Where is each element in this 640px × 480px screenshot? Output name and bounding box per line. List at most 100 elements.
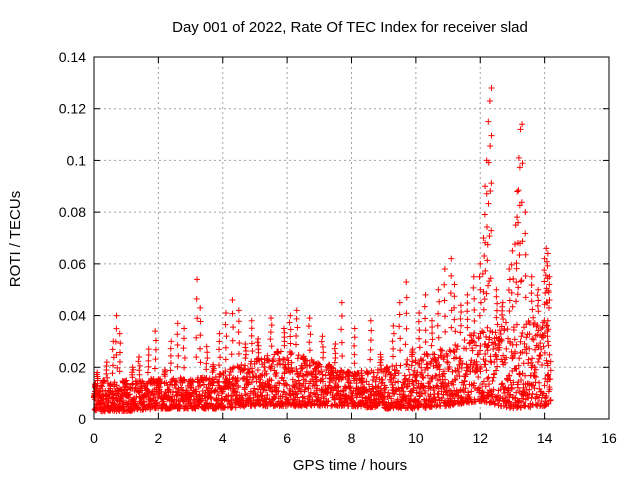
band-point <box>248 358 255 365</box>
band-point <box>485 381 492 388</box>
band-point <box>400 388 407 395</box>
data-point-trail <box>485 200 492 207</box>
band-point <box>219 390 226 397</box>
data-point-trail <box>193 295 200 302</box>
band-point <box>477 343 484 350</box>
data-point <box>168 338 175 345</box>
data-point <box>280 325 287 332</box>
data-point <box>287 312 294 319</box>
x-tick-label: 6 <box>283 430 291 446</box>
band-point <box>267 383 274 390</box>
band-point <box>258 372 265 379</box>
band-point <box>415 397 422 404</box>
data-point-trail <box>193 354 200 361</box>
data-point <box>293 307 300 314</box>
data-point-trail <box>197 359 204 366</box>
data-point-trail <box>319 344 326 351</box>
data-point-trail <box>338 326 345 333</box>
band-point <box>228 400 235 407</box>
data-point-trail <box>488 132 495 139</box>
band-point <box>460 381 467 388</box>
band-point <box>226 372 233 379</box>
data-point-trail <box>306 347 313 354</box>
data-point-trail <box>436 298 443 305</box>
data-point-trail <box>415 318 422 325</box>
data-points <box>90 85 554 415</box>
band-point <box>240 375 247 382</box>
data-point <box>509 247 516 254</box>
data-point-trail <box>481 211 488 218</box>
data-point-trail <box>109 370 116 377</box>
data-point-trail <box>416 327 423 334</box>
data-point-trail <box>435 334 442 341</box>
band-point <box>272 373 279 380</box>
band-point <box>408 362 415 369</box>
data-point-trail <box>229 337 236 344</box>
band-point <box>511 336 518 343</box>
data-point-trail <box>312 367 319 374</box>
data-point-trail <box>476 312 483 319</box>
band-point <box>397 404 404 411</box>
band-point <box>429 398 436 405</box>
data-point-trail <box>506 297 513 304</box>
data-point-trail <box>403 294 410 301</box>
band-point <box>545 371 552 378</box>
data-point-trail <box>228 351 235 358</box>
data-point <box>435 286 442 293</box>
data-point-trail <box>416 344 423 351</box>
band-point <box>306 362 313 369</box>
band-point <box>530 382 537 389</box>
band-point <box>477 363 484 370</box>
data-point-trail <box>229 310 236 317</box>
band-point <box>530 336 537 343</box>
band-point <box>452 342 459 349</box>
data-point-trail <box>113 325 120 332</box>
band-point <box>419 373 426 380</box>
data-point-trail <box>442 328 449 335</box>
band-point <box>430 387 437 394</box>
band-point <box>244 392 251 399</box>
data-point-trail <box>519 160 526 167</box>
band-point <box>285 357 292 364</box>
data-point-trail <box>476 273 483 280</box>
band-point <box>231 385 238 392</box>
band-point <box>484 347 491 354</box>
chart-title: Day 001 of 2022, Rate Of TEC Index for r… <box>172 19 528 36</box>
data-point-trail <box>96 385 103 392</box>
band-point <box>513 389 520 396</box>
data-point-trail <box>545 304 552 311</box>
band-point <box>496 397 503 404</box>
data-point-trail <box>389 338 396 345</box>
data-point <box>499 299 506 306</box>
band-point <box>416 361 423 368</box>
band-point <box>475 351 482 358</box>
data-point-trail <box>236 339 243 346</box>
band-point <box>539 324 546 331</box>
data-point-trail <box>235 329 242 336</box>
band-point <box>426 378 433 385</box>
band-point <box>420 357 427 364</box>
band-point <box>311 390 318 397</box>
data-point-trail <box>222 356 229 363</box>
band-point <box>209 382 216 389</box>
band-point <box>483 367 490 374</box>
data-point-trail <box>248 340 255 347</box>
band-point <box>536 379 543 386</box>
band-point <box>439 373 446 380</box>
band-point <box>479 388 486 395</box>
band-point <box>505 335 512 342</box>
band-point <box>505 387 512 394</box>
band-point <box>374 369 381 376</box>
band-point <box>364 371 371 378</box>
band-point <box>407 392 414 399</box>
data-point-trail <box>194 315 201 322</box>
band-point <box>221 404 228 411</box>
band-point <box>325 398 332 405</box>
band-point <box>254 367 261 374</box>
data-point-trail <box>477 286 484 293</box>
band-point <box>264 352 271 359</box>
band-point <box>187 393 194 400</box>
data-point <box>488 85 495 92</box>
data-point-trail <box>483 290 490 297</box>
data-point <box>485 118 492 125</box>
